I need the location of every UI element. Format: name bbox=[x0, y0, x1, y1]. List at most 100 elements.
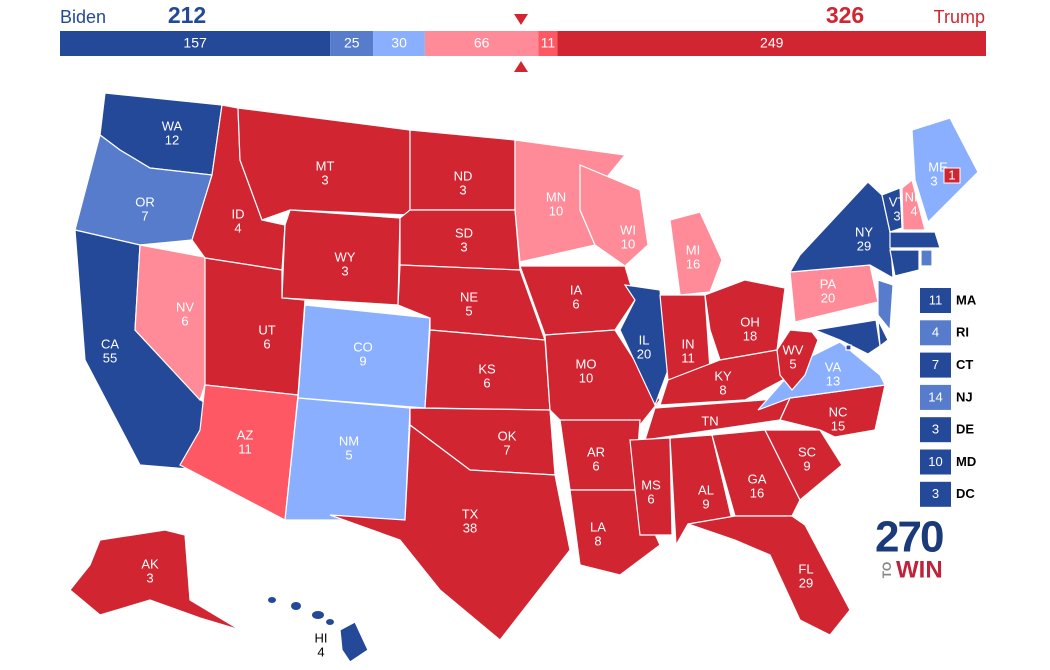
state-ev: 3 bbox=[459, 182, 466, 197]
state-abbr: WI bbox=[620, 222, 636, 237]
state-abbr: AZ bbox=[237, 427, 254, 442]
state-ev: 6 bbox=[263, 336, 270, 351]
state-ev: 9 bbox=[702, 496, 709, 511]
state-shape bbox=[920, 249, 933, 267]
midpoint-marker bbox=[514, 61, 528, 72]
state-ev: 11 bbox=[238, 441, 252, 456]
state-abbr: OK bbox=[498, 428, 517, 443]
state-ev: 3 bbox=[460, 239, 467, 254]
state-ev: 10 bbox=[621, 236, 635, 251]
legend-box bbox=[920, 352, 951, 378]
state-ev: 9 bbox=[803, 458, 810, 473]
state-ev: 55 bbox=[103, 350, 117, 365]
right-total: 326 bbox=[826, 2, 864, 28]
state-abbr: TN bbox=[701, 413, 718, 428]
state-ev: 5 bbox=[789, 356, 796, 371]
state-ev: 4 bbox=[234, 220, 241, 235]
state-abbr: KS bbox=[478, 361, 496, 376]
legend-ev: 11 bbox=[929, 292, 943, 307]
state-abbr: ME bbox=[928, 159, 948, 174]
state-ev: 20 bbox=[637, 346, 651, 361]
state-ev: 3 bbox=[321, 172, 328, 187]
legend-ev: 3 bbox=[932, 422, 939, 437]
legend-abbr: MD bbox=[956, 454, 976, 469]
state-ev: 38 bbox=[463, 520, 477, 535]
state-abbr: GA bbox=[748, 471, 767, 486]
state-shape bbox=[687, 515, 851, 636]
state-abbr: CO bbox=[353, 339, 373, 354]
state-abbr: NV bbox=[176, 299, 194, 314]
state-abbr: FL bbox=[798, 561, 813, 576]
state-ev: 11 bbox=[681, 350, 695, 365]
state-abbr: MO bbox=[576, 356, 597, 371]
legend-box bbox=[920, 320, 951, 346]
state-ev: 12 bbox=[165, 132, 179, 147]
legend-box bbox=[920, 288, 951, 313]
legend-abbr: DC bbox=[956, 486, 975, 501]
state-abbr: UT bbox=[258, 322, 275, 337]
state-abbr: ND bbox=[454, 168, 473, 183]
state-shape bbox=[889, 249, 920, 277]
state-abbr: VA bbox=[825, 359, 842, 374]
state-ev: 16 bbox=[686, 256, 700, 271]
state-shape bbox=[519, 265, 636, 336]
state-shape bbox=[339, 621, 369, 663]
state-ev: 15 bbox=[831, 418, 845, 433]
state-ev: 4 bbox=[910, 203, 917, 218]
state-abbr: SC bbox=[798, 444, 816, 459]
state-shape bbox=[812, 319, 881, 355]
state-ev: 29 bbox=[799, 575, 813, 590]
hawaii-island bbox=[326, 619, 334, 625]
state-abbr: SD bbox=[455, 225, 473, 240]
state-ev: 6 bbox=[592, 458, 599, 473]
state-shape bbox=[329, 423, 571, 641]
state-abbr: ID bbox=[232, 206, 245, 221]
hawaii-island bbox=[291, 602, 301, 610]
bar-segment bbox=[424, 31, 539, 56]
state-abbr: WA bbox=[162, 118, 183, 133]
legend-ev: 4 bbox=[932, 325, 939, 340]
midpoint-marker bbox=[514, 14, 528, 25]
bar-value: 25 bbox=[344, 35, 360, 51]
state-ev: 3 bbox=[893, 208, 900, 223]
state-ev: 4 bbox=[317, 644, 324, 659]
bar-segment bbox=[60, 31, 331, 56]
state-shape bbox=[889, 231, 941, 249]
state-abbr: IL bbox=[639, 332, 650, 347]
logo-to: TO bbox=[880, 562, 894, 578]
state-ev: 16 bbox=[750, 485, 764, 500]
state-ev: 3 bbox=[930, 173, 937, 188]
state-ev: 9 bbox=[359, 353, 366, 368]
state-ev: 5 bbox=[465, 303, 472, 318]
state-ev: 20 bbox=[821, 290, 835, 305]
state-abbr: OH bbox=[740, 314, 760, 329]
state-ev: 29 bbox=[857, 238, 871, 253]
state-ev: 6 bbox=[483, 375, 490, 390]
state-abbr: PA bbox=[820, 276, 837, 291]
state-shape bbox=[877, 279, 894, 332]
state-abbr: MN bbox=[546, 189, 566, 204]
left-name: Biden bbox=[60, 7, 106, 27]
legend-box bbox=[920, 481, 951, 507]
state-abbr: WY bbox=[335, 249, 356, 264]
legend-box bbox=[920, 417, 951, 443]
legend-abbr: DE bbox=[956, 422, 974, 437]
state-shape bbox=[788, 181, 894, 280]
state-abbr: NM bbox=[339, 433, 359, 448]
state-abbr: WV bbox=[783, 342, 804, 357]
state-abbr: NY bbox=[855, 224, 873, 239]
state-shape bbox=[881, 187, 903, 233]
state-ev: 7 bbox=[141, 208, 148, 223]
us-map: WA12OR7CA55NV6ID4MT3WY3UT6AZ11CO9NM5ND3S… bbox=[69, 92, 979, 663]
state-ev: 6 bbox=[181, 313, 188, 328]
small-states-legend: 11 MA 4 RI 7 CT 14 NJ 3 DE 10 MD 3 DC bbox=[920, 288, 977, 507]
bar-segment bbox=[330, 31, 374, 56]
state-abbr: NE bbox=[460, 289, 478, 304]
state-abbr: OR bbox=[135, 194, 155, 209]
state-ev: 3 bbox=[146, 570, 153, 585]
state-ev: 8 bbox=[719, 382, 726, 397]
state-shape bbox=[179, 384, 299, 521]
state-abbr: CA bbox=[101, 336, 119, 351]
state-ev: 7 bbox=[503, 442, 510, 457]
